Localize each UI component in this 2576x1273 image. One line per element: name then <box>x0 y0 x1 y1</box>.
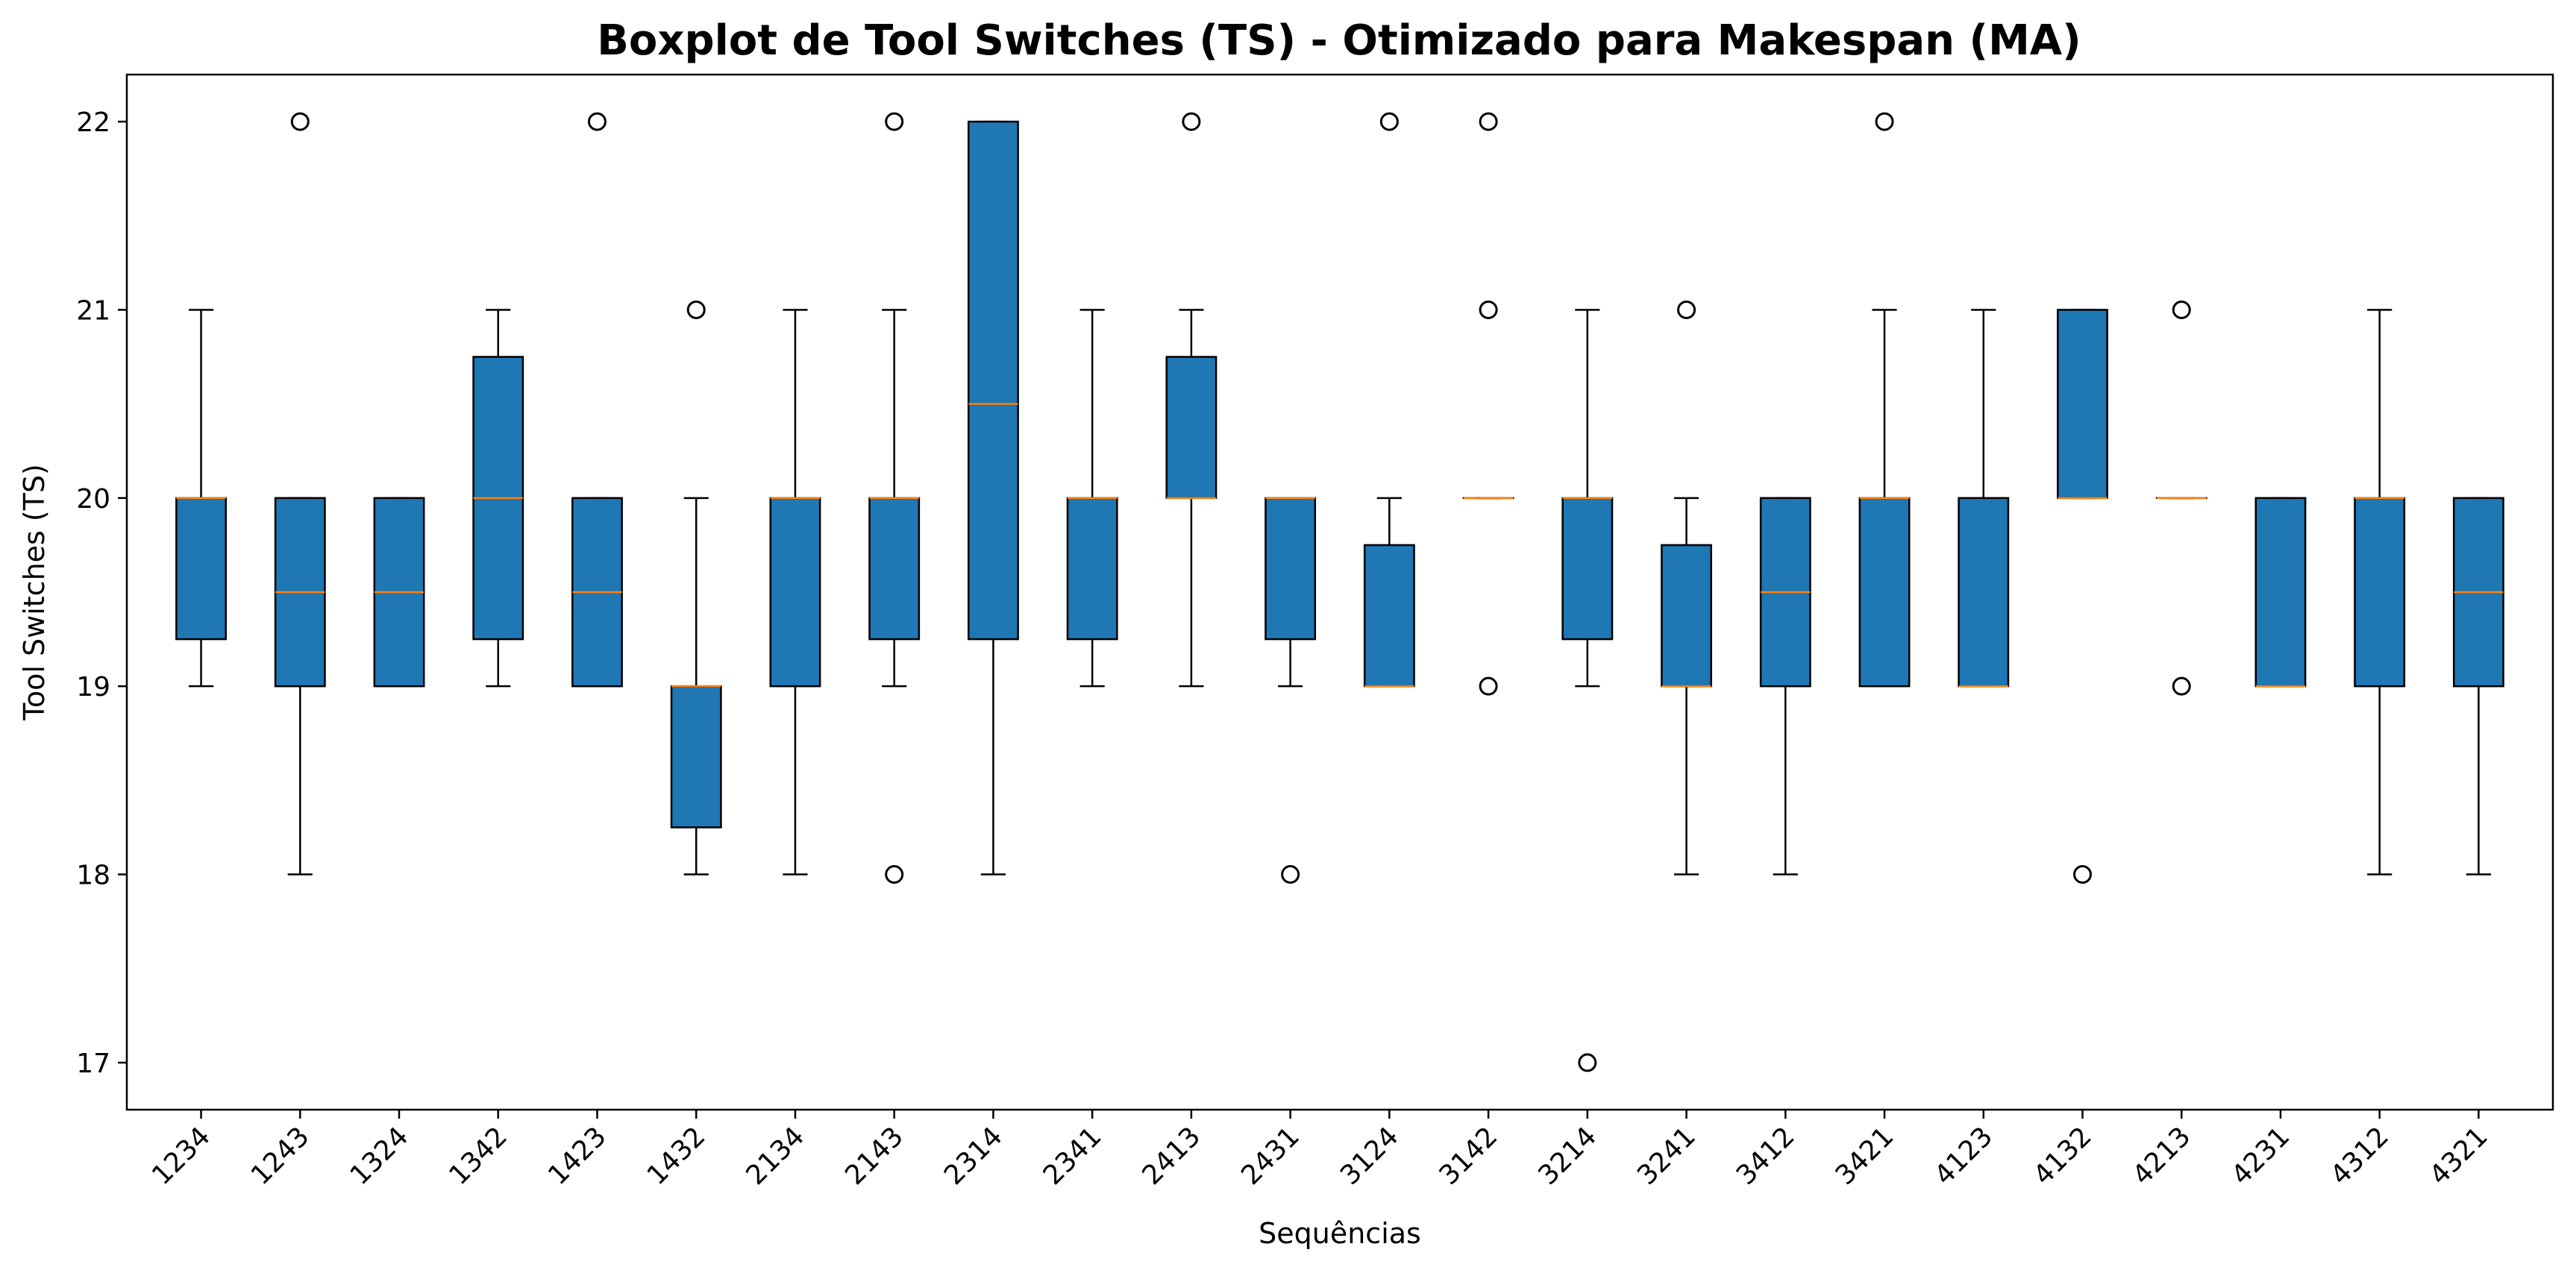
outlier-point <box>1281 865 1300 884</box>
x-tick-label: 2341 <box>1038 1121 1108 1191</box>
outlier-point <box>2073 865 2093 884</box>
box-4213 <box>2155 300 2207 696</box>
x-tick-label: 4123 <box>1928 1121 1999 1191</box>
box-body <box>1265 497 1317 641</box>
box-2314 <box>967 120 1019 876</box>
box-body <box>868 497 921 641</box>
x-tick-label: 2431 <box>1235 1121 1306 1191</box>
box-body <box>1958 497 2010 688</box>
outlier-point <box>1182 112 1201 131</box>
outlier-point <box>290 112 310 131</box>
box-body <box>2057 309 2108 500</box>
x-tick-label: 2413 <box>1136 1121 1206 1191</box>
box-2143 <box>868 112 921 884</box>
box-body <box>670 685 722 829</box>
box-4132 <box>2057 309 2108 884</box>
y-tick-label: 21 <box>76 295 110 326</box>
x-tick-label: 3124 <box>1335 1121 1405 1191</box>
box-2431 <box>1265 497 1317 884</box>
box-body <box>1858 497 1911 688</box>
box-body <box>2254 497 2307 688</box>
x-tick-label: 1324 <box>345 1121 415 1191</box>
outlier-point <box>2172 676 2191 696</box>
outlier-point <box>2172 300 2191 319</box>
box-3124 <box>1363 112 1415 688</box>
box-3241 <box>1661 300 1713 876</box>
axes-frame <box>125 73 2554 1111</box>
y-axis-label: Tool Switches (TS) <box>18 464 51 721</box>
x-tick-label: 4132 <box>2028 1121 2098 1191</box>
y-tick-label: 17 <box>76 1049 110 1079</box>
box-1234 <box>175 309 227 688</box>
x-axis: 1234 1243 1324 1342 1423 1432 2134 2143 2314 2341… <box>146 1110 2494 1191</box>
box-body <box>2354 497 2406 688</box>
outlier-point <box>885 865 904 884</box>
box-body <box>1165 356 1218 500</box>
box-1243 <box>274 112 326 876</box>
box-3214 <box>1561 309 1614 1072</box>
box-1432 <box>670 300 722 876</box>
chart-title: Boxplot de Tool Switches (TS) - Otimizad… <box>597 16 2081 65</box>
outlier-point <box>1875 112 1894 131</box>
x-tick-label: 1432 <box>642 1121 712 1191</box>
box-1423 <box>571 112 623 688</box>
box-2134 <box>769 309 821 876</box>
x-tick-label: 2143 <box>839 1121 909 1191</box>
box-4321 <box>2453 497 2504 876</box>
x-tick-label: 4213 <box>2127 1121 2197 1191</box>
x-tick-label: 1423 <box>542 1121 612 1191</box>
box-1342 <box>472 309 524 688</box>
x-tick-label: 4312 <box>2325 1121 2395 1191</box>
box-body <box>1363 544 1415 688</box>
outlier-point <box>1479 676 1498 696</box>
box-body <box>175 497 227 641</box>
box-4231 <box>2254 497 2307 688</box>
outlier-point <box>587 112 607 131</box>
plot-area <box>175 112 2504 1072</box>
box-3142 <box>1462 112 1514 696</box>
y-tick-label: 19 <box>76 672 110 702</box>
box-body <box>1561 497 1614 641</box>
box-3412 <box>1759 497 1811 876</box>
box-2413 <box>1165 112 1218 688</box>
x-tick-label: 2314 <box>938 1121 1009 1191</box>
outlier-point <box>1379 112 1399 131</box>
outlier-point <box>1479 300 1498 319</box>
y-tick-label: 18 <box>76 861 110 891</box>
x-tick-label: 3142 <box>1434 1121 1504 1191</box>
outlier-point <box>686 300 706 319</box>
x-axis-label: Sequências <box>1259 1217 1421 1250</box>
box-4123 <box>1958 309 2010 688</box>
outlier-point <box>885 112 904 131</box>
box-2341 <box>1066 309 1118 688</box>
x-tick-label: 4231 <box>2226 1121 2296 1191</box>
box-body <box>1661 544 1713 688</box>
x-tick-label: 1243 <box>245 1121 316 1191</box>
x-tick-label: 1342 <box>443 1121 513 1191</box>
y-tick-label: 22 <box>76 107 110 138</box>
y-tick-label: 20 <box>76 484 110 515</box>
box-body <box>1066 497 1118 641</box>
outlier-point <box>1578 1053 1597 1072</box>
x-tick-label: 3241 <box>1632 1121 1702 1191</box>
box-4312 <box>2354 309 2406 876</box>
x-tick-label: 3214 <box>1532 1121 1602 1191</box>
x-tick-label: 4321 <box>2424 1121 2494 1191</box>
box-1324 <box>373 497 425 688</box>
x-tick-label: 1234 <box>146 1121 216 1191</box>
box-3421 <box>1858 112 1911 688</box>
outlier-point <box>1677 300 1696 319</box>
x-tick-label: 3421 <box>1830 1121 1900 1191</box>
x-tick-label: 3412 <box>1731 1121 1801 1191</box>
x-tick-label: 2134 <box>741 1121 811 1191</box>
box-body <box>967 120 1019 641</box>
y-axis: 17 18 19 20 21 22 <box>76 107 127 1079</box>
box-body <box>769 497 821 688</box>
outlier-point <box>1479 112 1498 131</box>
